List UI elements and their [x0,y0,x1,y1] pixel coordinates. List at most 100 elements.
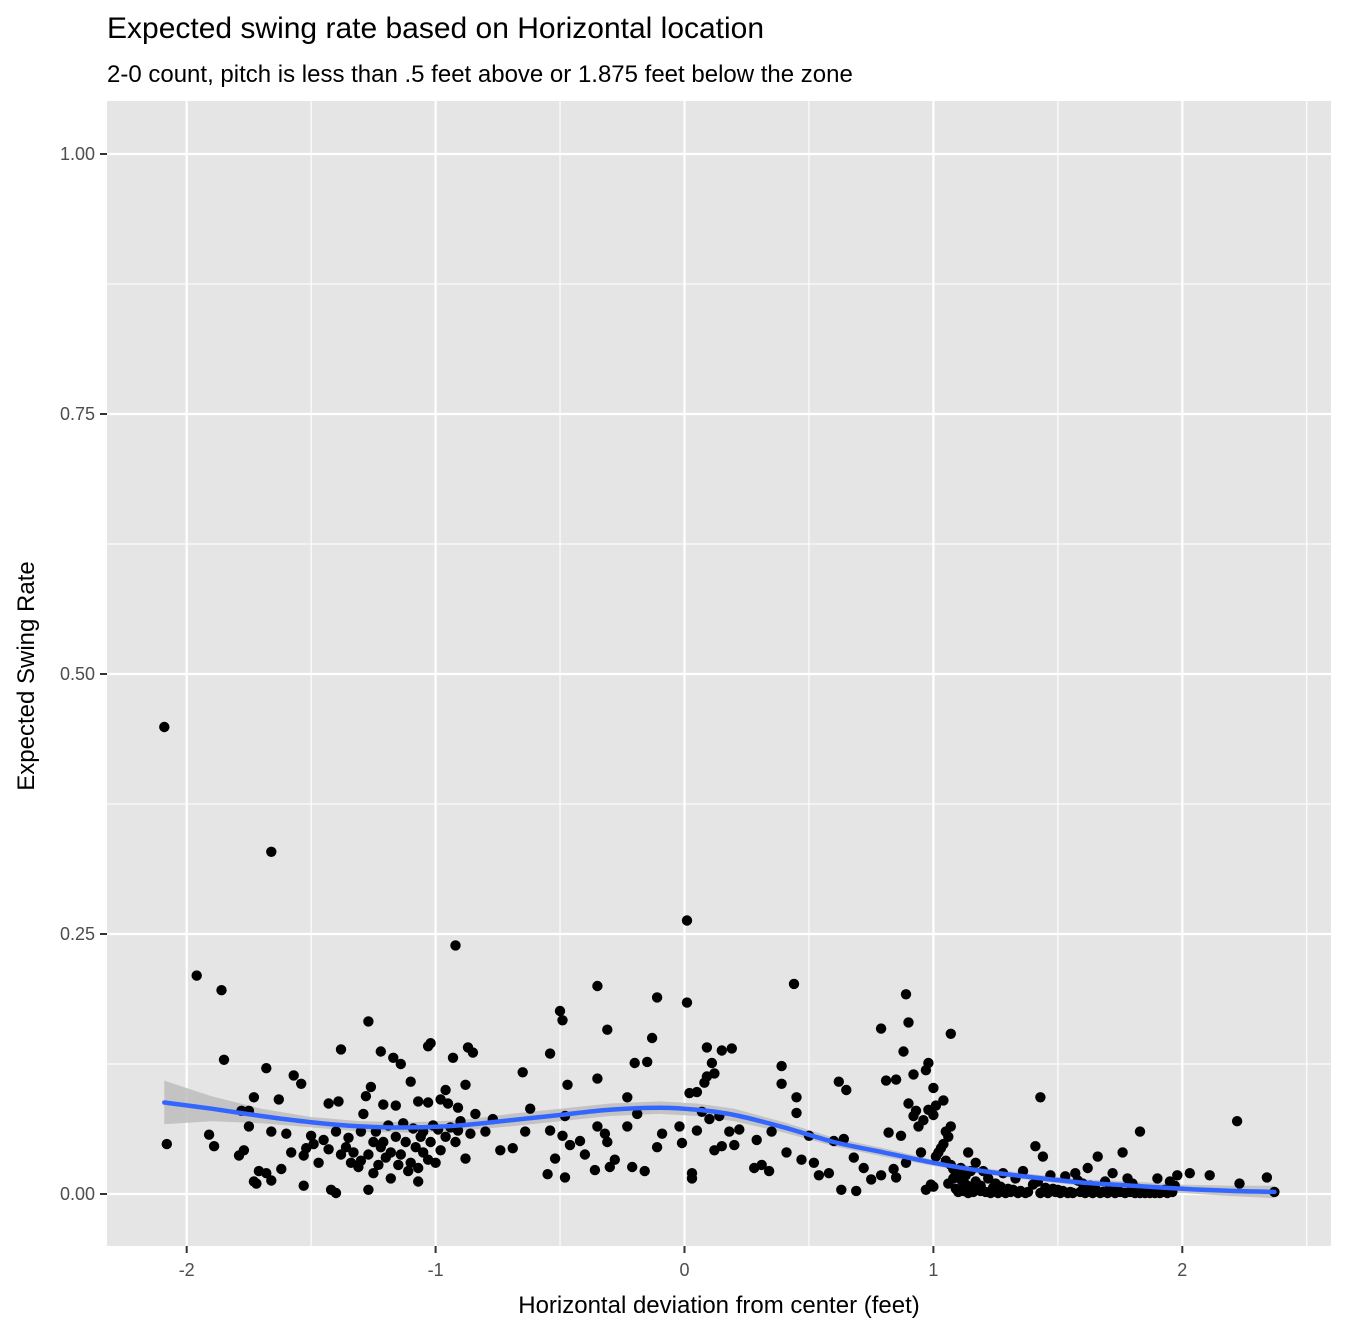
data-point-288 [968,1186,979,1198]
data-point-20 [375,1046,386,1057]
data-point-181 [627,1161,638,1173]
data-point-11 [363,1016,374,1027]
data-point-167 [393,1159,404,1171]
data-point-15 [875,1023,887,1034]
data-point-330 [410,1142,421,1153]
data-point-148 [900,1157,912,1169]
data-point-58 [908,1069,919,1080]
data-point-200 [266,1175,277,1186]
data-point-82 [599,1128,611,1139]
data-point-73 [422,1097,434,1108]
data-point-197 [928,1181,939,1192]
data-point-106 [938,1095,949,1106]
y-tick-label-0: 0.00 [60,1184,95,1204]
data-point-28 [716,1045,727,1056]
data-point-102 [910,1105,922,1117]
data-point-113 [266,1126,277,1137]
data-point-191 [836,1184,847,1196]
data-point-185 [686,1173,698,1184]
data-point-0 [159,721,170,733]
data-point-344 [390,1131,401,1143]
data-point-343 [378,1136,389,1148]
data-point-273 [1234,1178,1245,1189]
data-point-208 [559,1172,571,1183]
data-point-45 [405,1076,416,1087]
data-point-345 [395,1149,406,1160]
data-points [159,721,1280,1199]
data-point-331 [418,1147,429,1158]
data-point-68 [323,1098,334,1109]
data-point-129 [520,1126,531,1137]
data-point-13 [681,997,693,1008]
data-point-117 [343,1132,354,1144]
data-point-81 [592,1121,603,1132]
data-point-199 [251,1178,262,1189]
data-point-340 [355,1155,367,1166]
data-point-39 [880,1075,892,1086]
data-point-317 [948,1173,959,1184]
data-point-206 [413,1176,424,1187]
data-point-318 [950,1183,961,1195]
data-point-34 [629,1057,640,1069]
data-point-23 [544,1048,556,1059]
data-point-12 [651,992,663,1003]
data-point-209 [604,1161,615,1173]
data-point-54 [776,1078,787,1090]
data-point-162 [335,1149,347,1160]
data-point-140 [781,1147,792,1158]
data-point-304 [1102,1187,1113,1199]
data-point-135 [676,1137,688,1149]
data-point-348 [425,1136,436,1148]
data-point-161 [323,1144,334,1155]
data-point-149 [915,1147,927,1158]
data-point-193 [866,1174,877,1185]
data-point-128 [480,1126,491,1137]
data-point-91 [751,1134,762,1146]
data-point-44 [365,1081,377,1093]
data-point-36 [706,1057,718,1069]
data-point-62 [1035,1092,1046,1103]
data-point-35 [642,1056,653,1068]
major-gridlines [107,101,1331,1246]
data-point-177 [564,1139,576,1151]
data-point-30 [898,1046,909,1057]
data-point-8 [554,1005,566,1017]
data-point-338 [313,1157,324,1169]
data-point-151 [203,1129,215,1140]
data-point-336 [340,1142,352,1153]
data-point-75 [442,1098,454,1109]
data-point-347 [415,1131,426,1143]
data-point-89 [724,1126,735,1137]
data-point-332 [430,1157,441,1169]
data-point-150 [161,1138,172,1150]
data-point-66 [273,1094,284,1105]
data-point-337 [348,1147,359,1158]
data-point-250 [1030,1141,1041,1152]
data-point-180 [609,1154,620,1165]
data-point-18 [646,1032,658,1044]
data-point-144 [848,1152,859,1163]
data-point-5 [592,980,603,992]
data-point-279 [1107,1168,1118,1179]
data-point-26 [447,1052,459,1064]
data-point-46 [440,1084,451,1096]
data-point-69 [360,1091,372,1102]
data-point-342 [373,1159,384,1171]
data-point-72 [413,1096,424,1107]
data-point-277 [1082,1162,1093,1174]
data-point-168 [403,1165,414,1177]
data-point-2 [450,940,461,951]
data-point-1 [266,846,277,857]
data-point-207 [542,1169,553,1180]
data-point-182 [639,1165,650,1177]
data-point-230 [963,1147,974,1158]
data-point-70 [378,1099,389,1110]
data-point-169 [413,1162,424,1174]
data-point-50 [699,1077,710,1088]
data-point-57 [890,1074,902,1085]
y-axis-title: Expected Swing Rate [13,561,40,790]
data-point-108 [913,1121,924,1132]
data-point-190 [813,1170,825,1181]
data-point-194 [890,1172,902,1183]
x-tick-label-4: 2 [1177,1260,1187,1280]
